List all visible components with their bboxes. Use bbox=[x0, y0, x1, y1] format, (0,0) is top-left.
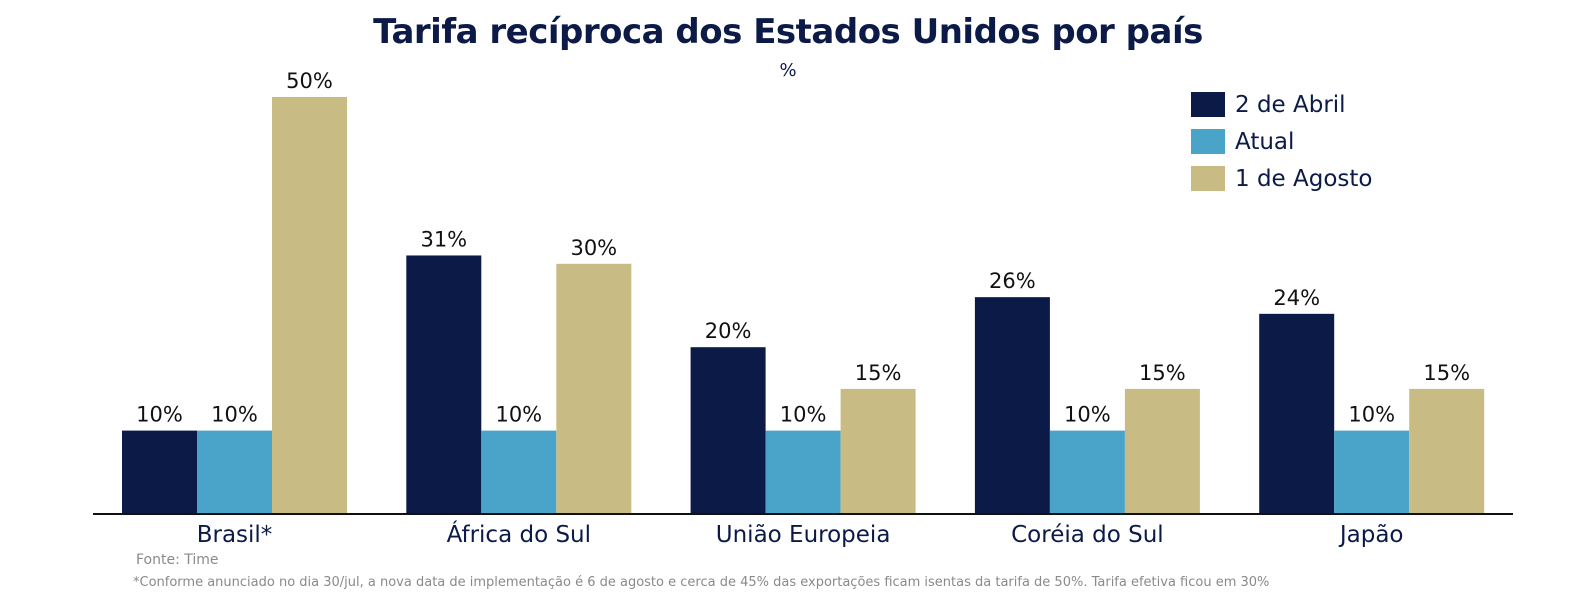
data-label-japao-1-de-agosto: 15% bbox=[1423, 361, 1470, 385]
bar-coreia-do-sul-atual bbox=[1049, 430, 1125, 514]
bar-japao-atual bbox=[1334, 430, 1410, 514]
source-note: Fonte: Time bbox=[136, 552, 219, 568]
bar-japao-1-de-agosto bbox=[1409, 388, 1485, 514]
data-label-brasil-atual: 10% bbox=[211, 403, 258, 427]
bar-japao-2-de-abril bbox=[1259, 313, 1335, 514]
legend-label: 1 de Agosto bbox=[1235, 165, 1373, 192]
bars-group: 10% 10% 50% Brasil* 31% 10% 30% África do Sul 20… bbox=[122, 69, 1485, 548]
bar-brasil-1-de-agosto bbox=[272, 97, 347, 514]
chart-title: Tarifa recíproca dos Estados Unidos por … bbox=[373, 12, 1203, 52]
bar-uniao-europeia-2-de-abril bbox=[690, 347, 766, 514]
data-label-coreia-do-sul-2-de-abril: 26% bbox=[989, 269, 1036, 293]
data-label-brasil-1-de-agosto: 50% bbox=[286, 69, 333, 93]
legend-swatch-atual bbox=[1191, 129, 1225, 154]
bar-brasil-atual bbox=[197, 430, 272, 514]
legend-label: 2 de Abril bbox=[1235, 91, 1346, 118]
data-label-uniao-europeia-1-de-agosto: 15% bbox=[855, 361, 902, 385]
data-label-uniao-europeia-2-de-abril: 20% bbox=[705, 319, 752, 343]
category-label-uniao-europeia: União Europeia bbox=[716, 522, 891, 548]
legend-item-atual: Atual bbox=[1191, 123, 1372, 160]
data-label-africa-do-sul-atual: 10% bbox=[495, 403, 542, 427]
data-label-coreia-do-sul-atual: 10% bbox=[1064, 403, 1111, 427]
legend: 2 de Abril Atual 1 de Agosto bbox=[1191, 86, 1372, 197]
data-label-japao-atual: 10% bbox=[1348, 403, 1395, 427]
data-label-africa-do-sul-2-de-abril: 31% bbox=[420, 227, 467, 251]
category-label-africa-do-sul: África do Sul bbox=[447, 520, 591, 548]
data-label-japao-2-de-abril: 24% bbox=[1273, 286, 1320, 310]
legend-label: Atual bbox=[1235, 128, 1295, 155]
bar-uniao-europeia-atual bbox=[765, 430, 841, 514]
bar-coreia-do-sul-2-de-abril bbox=[974, 297, 1050, 514]
bar-africa-do-sul-atual bbox=[481, 430, 557, 514]
bar-uniao-europeia-1-de-agosto bbox=[840, 388, 916, 514]
bar-brasil-2-de-abril bbox=[122, 430, 197, 514]
legend-item-2-de-abril: 2 de Abril bbox=[1191, 86, 1372, 123]
bar-coreia-do-sul-1-de-agosto bbox=[1124, 388, 1200, 514]
category-label-coreia-do-sul: Coréia do Sul bbox=[1011, 522, 1164, 548]
bar-africa-do-sul-2-de-abril bbox=[406, 255, 482, 514]
data-label-coreia-do-sul-1-de-agosto: 15% bbox=[1139, 361, 1186, 385]
legend-item-1-de-agosto: 1 de Agosto bbox=[1191, 160, 1372, 197]
category-label-japao: Japão bbox=[1338, 522, 1404, 548]
legend-swatch-2-de-abril bbox=[1191, 92, 1225, 117]
data-label-africa-do-sul-1-de-agosto: 30% bbox=[570, 236, 617, 260]
category-label-brasil: Brasil* bbox=[197, 522, 273, 548]
bar-chart: 10% 10% 50% Brasil* 31% 10% 30% África do Sul 20… bbox=[93, 69, 1513, 548]
data-label-uniao-europeia-atual: 10% bbox=[780, 403, 827, 427]
footnote: *Conforme anunciado no dia 30/jul, a nov… bbox=[133, 575, 1270, 590]
data-label-brasil-2-de-abril: 10% bbox=[136, 403, 183, 427]
chart-subtitle: % bbox=[779, 60, 797, 81]
bar-africa-do-sul-1-de-agosto bbox=[556, 263, 632, 514]
legend-swatch-1-de-agosto bbox=[1191, 166, 1225, 191]
